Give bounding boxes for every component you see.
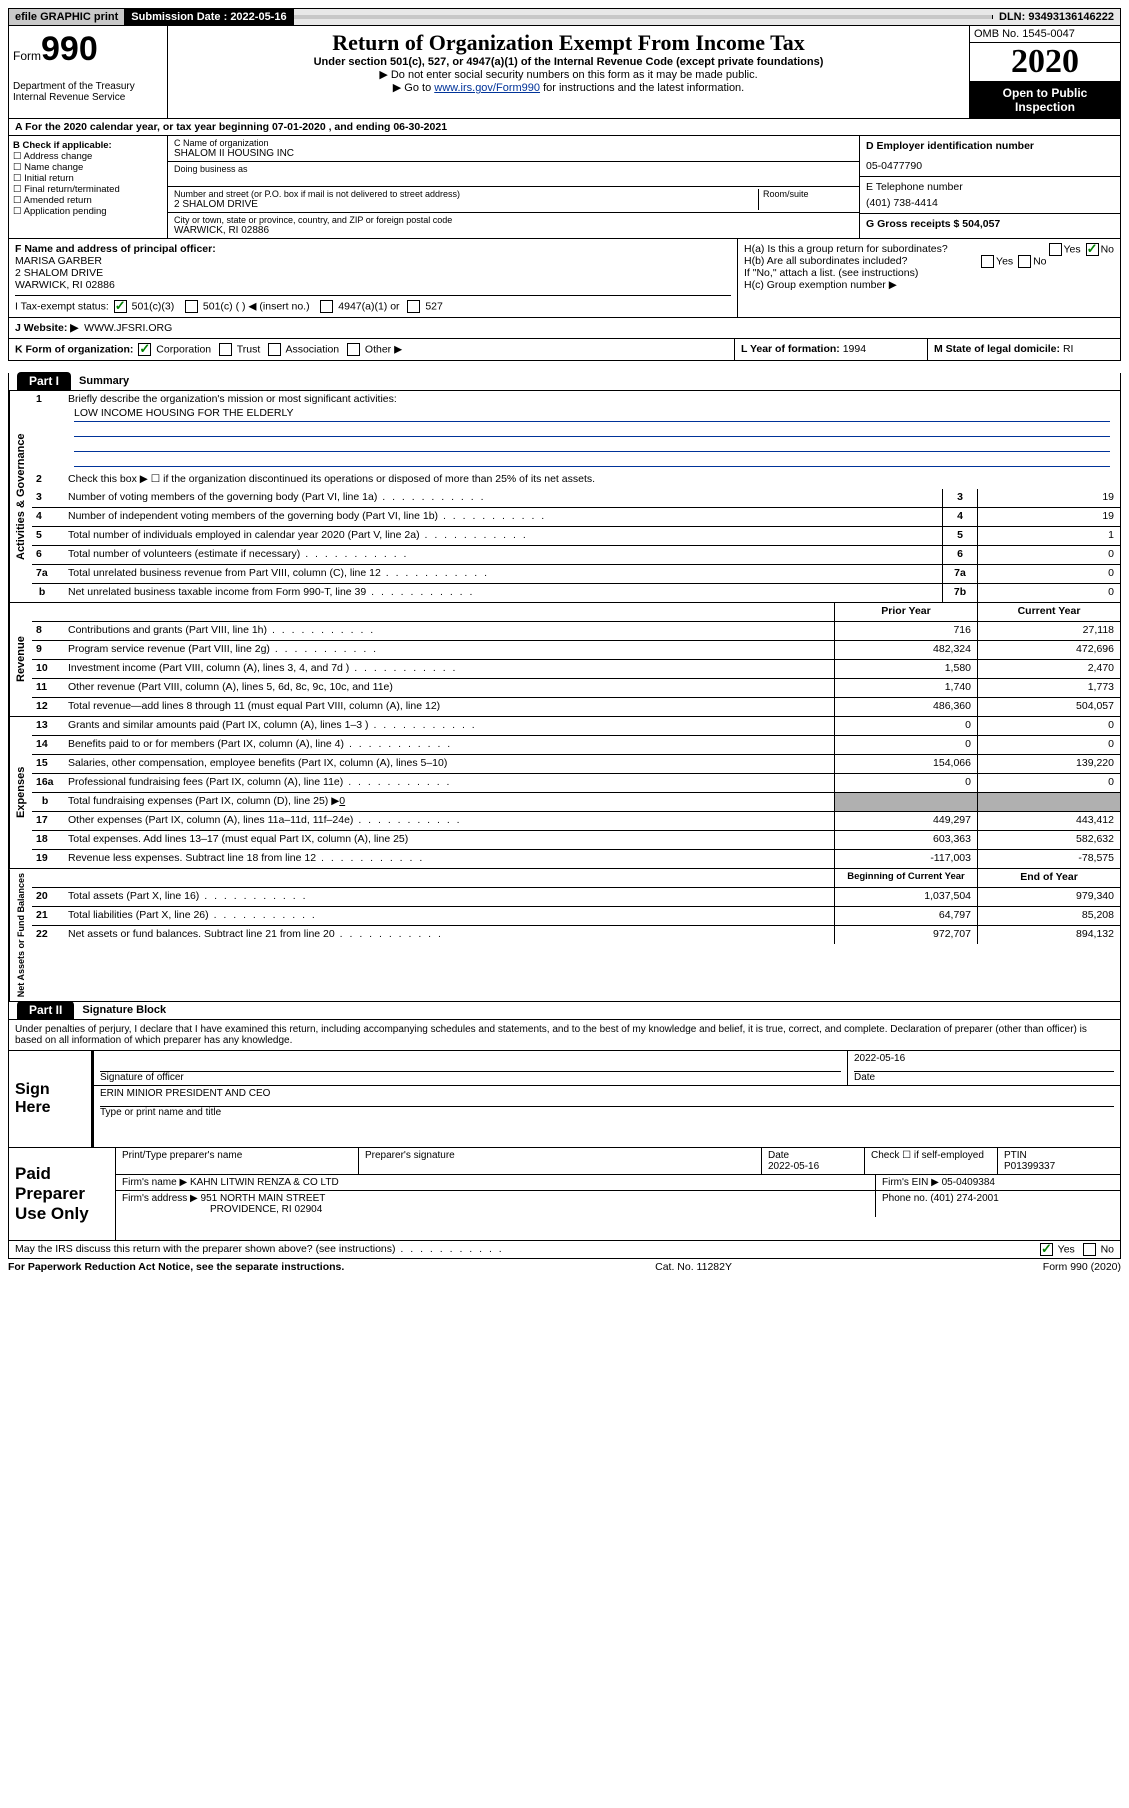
sign-here-block: Sign Here Signature of officer 2022-05-1… [8, 1051, 1121, 1148]
ptin: P01399337 [1004, 1161, 1055, 1172]
box-b: B Check if applicable: ☐ Address change … [9, 136, 168, 238]
sign-date: 2022-05-16 [854, 1053, 1114, 1072]
revenue-section: Revenue Prior YearCurrent Year 8Contribu… [8, 603, 1121, 717]
k-corp[interactable] [138, 343, 151, 356]
line-a-tax-year: A For the 2020 calendar year, or tax yea… [8, 119, 1121, 136]
firm-phone: (401) 274-2001 [930, 1193, 998, 1204]
part2-header: Part II Signature Block [8, 1002, 1121, 1020]
k-other[interactable] [347, 343, 360, 356]
form-number: Form990 [13, 30, 163, 69]
section-bcd: B Check if applicable: ☐ Address change … [8, 136, 1121, 239]
line-j: J Website: ▶ WWW.JFSRI.ORG [8, 318, 1121, 339]
officer-print-name: ERIN MINIOR PRESIDENT AND CEO [100, 1088, 1114, 1107]
form-subtitle: Under section 501(c), 527, or 4947(a)(1)… [172, 56, 965, 68]
firm-name: KAHN LITWIN RENZA & CO LTD [190, 1177, 339, 1188]
box-d: D Employer identification number 05-0477… [859, 136, 1120, 238]
checkbox-501c[interactable] [185, 300, 198, 313]
prep-date: 2022-05-16 [768, 1161, 819, 1172]
top-toolbar: efile GRAPHIC print Submission Date : 20… [8, 8, 1121, 26]
toolbar-spacer [294, 15, 993, 19]
omb-number: OMB No. 1545-0047 [970, 26, 1120, 43]
hb-no[interactable] [1018, 255, 1031, 268]
org-name: SHALOM II HOUSING INC [174, 148, 853, 159]
gov-section: Activities & Governance 1 Briefly descri… [8, 391, 1121, 603]
discuss-no[interactable] [1083, 1243, 1096, 1256]
ha-yes[interactable] [1049, 243, 1062, 256]
perjury-declaration: Under penalties of perjury, I declare th… [8, 1020, 1121, 1051]
paid-preparer-block: Paid Preparer Use Only Print/Type prepar… [8, 1148, 1121, 1241]
department: Department of the Treasury Internal Reve… [13, 81, 163, 103]
form-title: Return of Organization Exempt From Incom… [172, 30, 965, 56]
officer-name: MARISA GARBER [15, 255, 731, 267]
discuss-yes[interactable] [1040, 1243, 1053, 1256]
open-to-public: Open to Public Inspection [970, 82, 1120, 118]
hb-yes[interactable] [981, 255, 994, 268]
tax-year: 2020 [970, 43, 1120, 82]
ha-no[interactable] [1086, 243, 1099, 256]
dln-number: DLN: 93493136146222 [993, 9, 1120, 25]
k-assoc[interactable] [268, 343, 281, 356]
checkbox-501c3[interactable] [114, 300, 127, 313]
org-address: 2 SHALOM DRIVE [174, 199, 758, 210]
expenses-section: Expenses 13Grants and similar amounts pa… [8, 717, 1121, 869]
submission-date: Submission Date : 2022-05-16 [125, 9, 293, 25]
row-klm: K Form of organization: Corporation Trus… [8, 339, 1121, 361]
mission: LOW INCOME HOUSING FOR THE ELDERLY [74, 407, 1110, 422]
efile-button[interactable]: efile GRAPHIC print [9, 9, 125, 25]
k-trust[interactable] [219, 343, 232, 356]
note-ssn: ▶ Do not enter social security numbers o… [172, 68, 965, 81]
firm-ein: 05-0409384 [942, 1177, 995, 1188]
form-header: Form990 Department of the Treasury Inter… [8, 26, 1121, 119]
checkbox-4947[interactable] [320, 300, 333, 313]
website[interactable]: WWW.JFSRI.ORG [84, 322, 172, 334]
part1-header: Part I Summary [8, 373, 1121, 391]
phone: (401) 738-4414 [866, 197, 1114, 209]
page-footer: For Paperwork Reduction Act Notice, see … [8, 1259, 1121, 1275]
note-link: ▶ Go to www.irs.gov/Form990 for instruct… [172, 81, 965, 94]
org-city: WARWICK, RI 02886 [174, 225, 853, 236]
gross-receipts: G Gross receipts $ 504,057 [866, 218, 1000, 230]
irs-link[interactable]: www.irs.gov/Form990 [434, 82, 540, 94]
row-fh: F Name and address of principal officer:… [8, 239, 1121, 318]
net-assets-section: Net Assets or Fund Balances Beginning of… [8, 869, 1121, 1002]
ein: 05-0477790 [866, 160, 1114, 172]
box-c: C Name of organization SHALOM II HOUSING… [168, 136, 859, 238]
discuss-row: May the IRS discuss this return with the… [8, 1241, 1121, 1259]
checkbox-527[interactable] [407, 300, 420, 313]
